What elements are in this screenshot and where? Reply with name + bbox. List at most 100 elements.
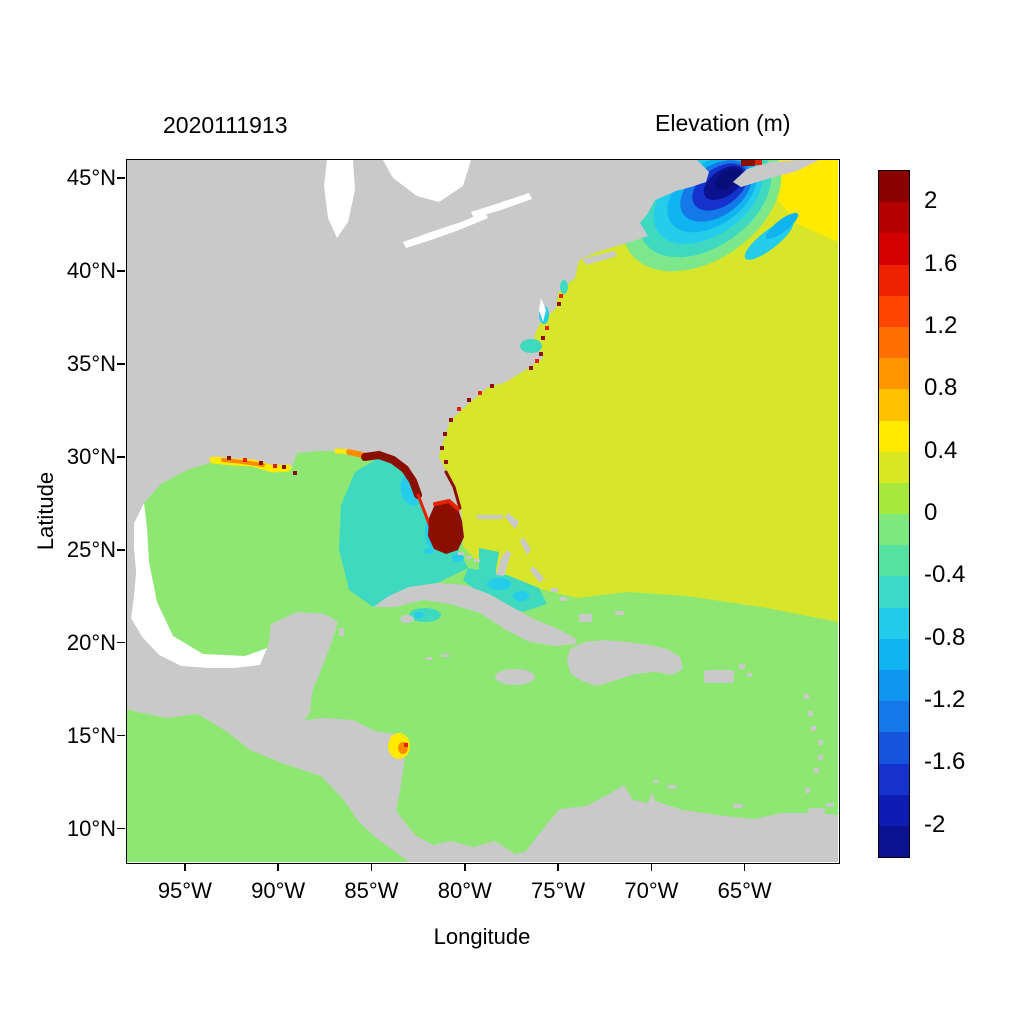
flood-speck (477, 390, 482, 395)
straits-cyan-patch (486, 577, 511, 590)
colorbar (878, 170, 910, 858)
colorbar-segment (879, 701, 909, 733)
colorbar-title: Elevation (m) (655, 110, 791, 136)
island (457, 551, 464, 555)
island (803, 693, 809, 699)
atlantic-high-water (438, 159, 838, 622)
south-florida-flood-blob (427, 500, 464, 554)
island (732, 803, 743, 808)
island (440, 653, 449, 657)
bahama-bank-low-water (478, 547, 499, 576)
pamlico-sound-low-water (519, 338, 542, 353)
island (425, 656, 432, 660)
colorbar-tick-label: 1.6 (924, 249, 958, 277)
island (825, 802, 834, 807)
flood-speck (456, 406, 461, 411)
flood-speck (443, 459, 448, 464)
map-plot-area (125, 158, 840, 864)
surge-streak-sky (765, 212, 798, 239)
flood-speck (544, 325, 549, 330)
islands-bahamas (476, 512, 624, 622)
south-florida-red-fringe (432, 498, 460, 511)
island-hispaniola (566, 639, 683, 686)
colorbar-tick-label: 0.8 (924, 374, 958, 402)
y-tick-mark (117, 456, 125, 458)
flood-speck (439, 445, 444, 450)
flood-speck (538, 351, 543, 356)
colorbar-segment (879, 670, 909, 702)
island (476, 514, 503, 519)
flood-speck (226, 455, 231, 460)
florida-straits-low-water (462, 567, 547, 612)
island (738, 663, 745, 669)
east-gulf-low-water (338, 455, 468, 607)
lake-michigan (323, 159, 355, 238)
island (495, 549, 511, 576)
southeast-coast-red-specks (439, 287, 567, 464)
y-tick-label: 25°N (66, 536, 116, 562)
island-long-island (581, 250, 617, 265)
louisiana-red-specks (226, 455, 297, 475)
island (652, 779, 659, 783)
colorbar-segment (879, 264, 909, 296)
colorbar-segment (879, 825, 909, 858)
island (473, 558, 480, 562)
colorbar-tick-label: 2 (924, 187, 938, 215)
land-north-central-south-america (126, 159, 838, 862)
batabano-cyan-dot (413, 611, 424, 618)
y-tick-mark (117, 177, 125, 179)
island (614, 610, 624, 615)
colorbar-segment (879, 451, 909, 483)
lake-erie (402, 211, 488, 248)
x-tick-mark (557, 863, 559, 871)
island (813, 767, 819, 773)
y-tick-mark (117, 734, 125, 737)
colorbar-segment (879, 482, 909, 515)
colorbar-tick-label: 0 (924, 499, 938, 526)
chesapeake-bay-sliver (538, 297, 546, 322)
coastal-flood-overlays (209, 159, 762, 759)
florida-bay-cyan-notch (423, 547, 434, 554)
islands-lesser-antilles (652, 663, 834, 820)
colorbar-segment (879, 420, 909, 452)
x-tick-label: 90°W (251, 878, 306, 903)
island (807, 710, 813, 716)
land-layers (126, 159, 838, 862)
y-tick-label: 40°N (66, 257, 116, 283)
colorbar-tick-label: -1.6 (924, 748, 966, 776)
colorbar-tick-label: -1.2 (924, 686, 966, 714)
x-tick-mark (650, 863, 653, 871)
flood-speck (281, 464, 286, 469)
x-tick-label: 85°W (344, 878, 399, 903)
island (578, 613, 592, 622)
flood-speck (534, 358, 539, 363)
colorbar-segment (879, 389, 909, 421)
flood-speck (556, 301, 561, 306)
island (817, 754, 823, 760)
colorbar-segment (879, 202, 909, 234)
island (465, 555, 472, 559)
colorbar-segment (879, 358, 909, 390)
colorbar-segment (879, 295, 909, 327)
x-tick-mark (370, 863, 373, 871)
x-tick-label: 65°W (717, 878, 772, 903)
island (746, 672, 752, 677)
lake-huron (382, 159, 471, 202)
gulf-west-nodata-margin (130, 502, 279, 668)
island-trinidad (806, 807, 825, 820)
island (667, 784, 676, 789)
colorbar-tick-label: -0.4 (924, 561, 966, 589)
island (529, 565, 544, 583)
island (817, 739, 823, 745)
colorbar-segment (879, 545, 909, 577)
x-tick-label: 70°W (624, 878, 679, 903)
flood-speck (466, 397, 471, 402)
island-isla-juventud (399, 614, 414, 623)
colorbar-tick-label: -0.8 (924, 623, 966, 651)
island-cozumel (338, 627, 344, 636)
colorbar-segment (879, 514, 909, 546)
island (504, 512, 519, 529)
x-tick-mark (277, 863, 279, 871)
colorbar-segment (879, 576, 909, 608)
